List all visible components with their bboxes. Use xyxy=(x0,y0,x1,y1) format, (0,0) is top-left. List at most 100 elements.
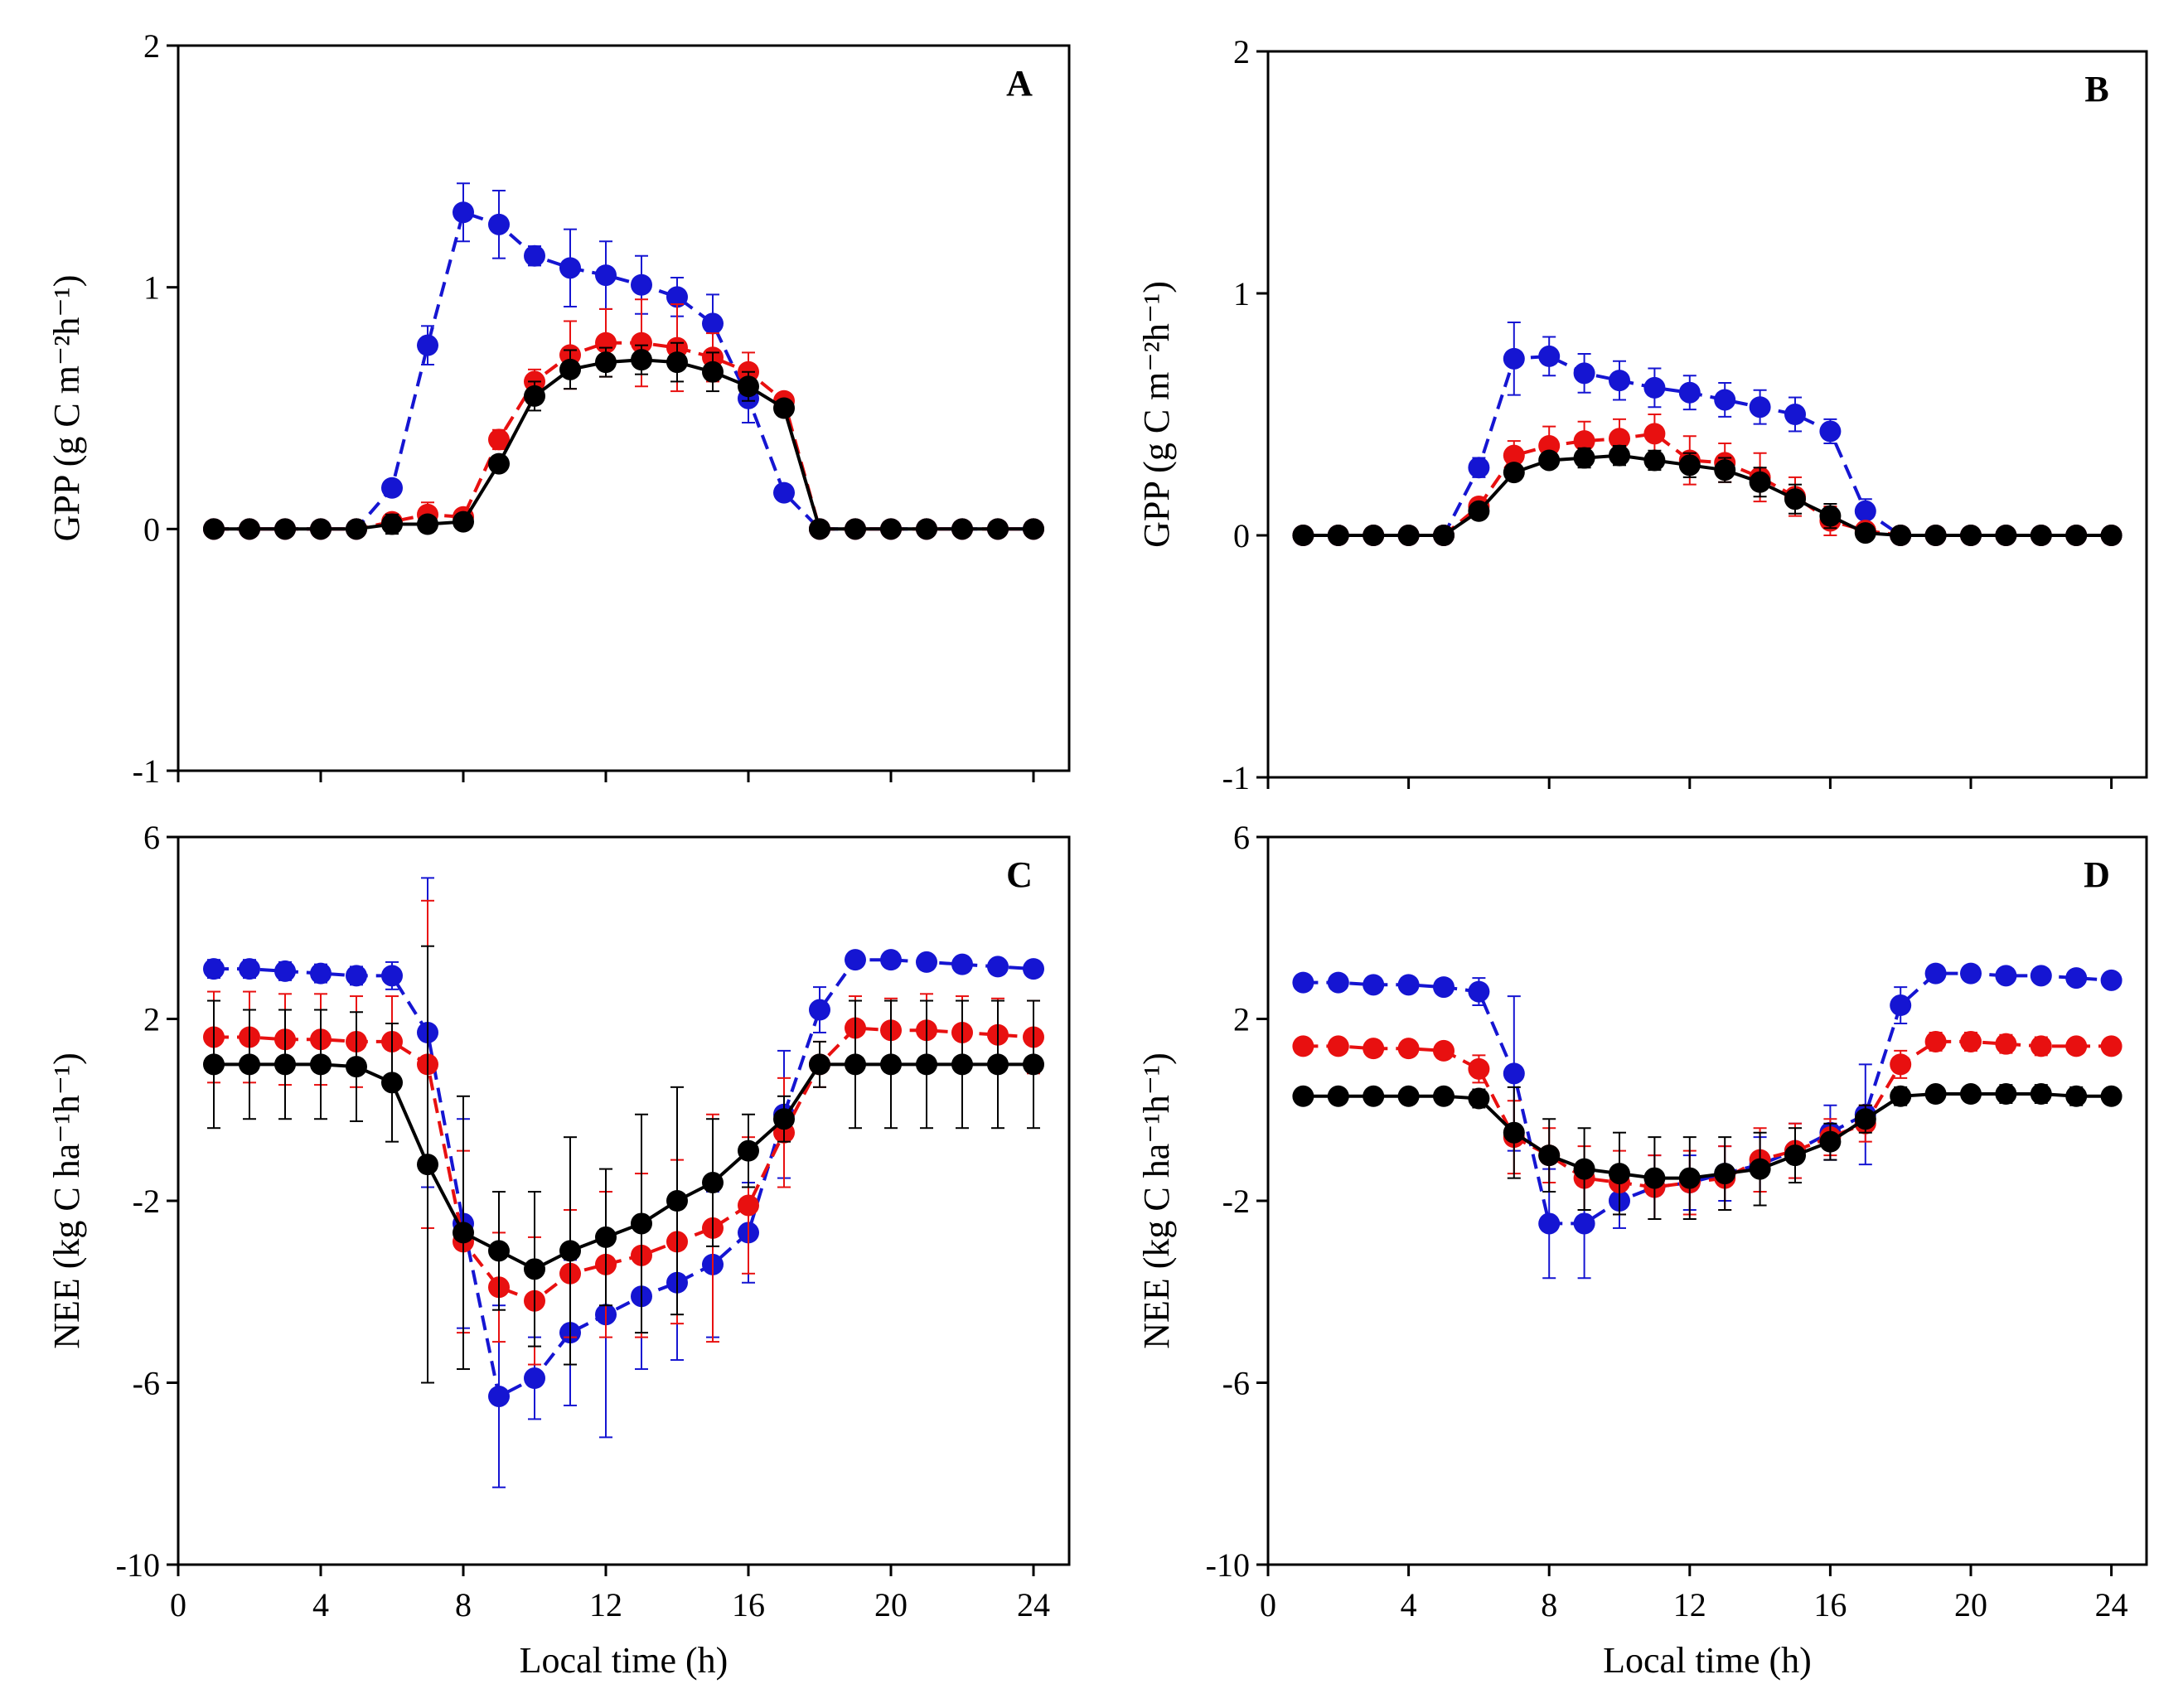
y-tick-label: 6 xyxy=(1233,819,1250,856)
data-point xyxy=(524,1258,545,1280)
data-point xyxy=(1678,454,1701,477)
data-point xyxy=(2100,525,2122,546)
data-point xyxy=(595,351,617,374)
y-tick-label: 6 xyxy=(143,819,160,856)
data-point xyxy=(381,513,403,535)
panel-label: B xyxy=(2084,69,2108,109)
data-point xyxy=(773,481,795,504)
data-point xyxy=(1433,1085,1455,1107)
data-point xyxy=(2030,525,2052,546)
series-line xyxy=(214,1062,1033,1271)
data-point xyxy=(1538,1144,1561,1167)
data-point xyxy=(1433,976,1455,999)
y-tick-label: 2 xyxy=(1233,33,1250,70)
x-tick-label: 4 xyxy=(1401,1586,1417,1623)
y-tick-label: -2 xyxy=(1222,1183,1250,1220)
plot-frame xyxy=(1266,50,2148,779)
data-point xyxy=(1433,1039,1455,1062)
data-point xyxy=(239,958,260,980)
data-point xyxy=(1538,345,1561,367)
data-point xyxy=(1643,1167,1666,1189)
data-point xyxy=(381,965,403,987)
data-point xyxy=(1995,1033,2017,1055)
data-point xyxy=(1890,1053,1912,1076)
series-red xyxy=(1292,1030,2122,1220)
plot-frame xyxy=(1266,835,2148,1566)
data-point xyxy=(1292,1035,1314,1057)
data-point xyxy=(1292,1085,1314,1107)
y-axis-title: GPP (g C m⁻²h⁻¹) xyxy=(46,275,87,542)
x-tick-label: 12 xyxy=(1673,1586,1706,1623)
data-point xyxy=(1363,1038,1385,1060)
data-point xyxy=(1433,525,1455,546)
data-point xyxy=(1468,500,1490,522)
data-point xyxy=(702,312,724,335)
data-point xyxy=(702,1172,724,1194)
data-point xyxy=(274,518,296,540)
data-point xyxy=(2030,1083,2052,1106)
data-point xyxy=(1924,1030,1947,1052)
data-point xyxy=(1292,971,1314,994)
data-point xyxy=(1643,423,1666,445)
data-point xyxy=(1960,525,1982,546)
data-point xyxy=(738,375,759,398)
data-point xyxy=(2100,969,2122,991)
data-point xyxy=(1363,974,1385,996)
data-point xyxy=(2065,1035,2088,1057)
data-point xyxy=(1327,525,1349,546)
data-point xyxy=(809,999,830,1021)
data-point xyxy=(2065,1085,2088,1107)
panel-label: C xyxy=(1006,854,1033,895)
data-point xyxy=(1819,505,1842,527)
series-line xyxy=(214,958,1034,1399)
data-point xyxy=(845,518,866,540)
data-point xyxy=(488,213,510,235)
data-point xyxy=(2030,1035,2052,1057)
data-point xyxy=(1468,980,1490,1003)
data-point xyxy=(1503,347,1525,370)
series-line xyxy=(214,358,1033,531)
panel-label: A xyxy=(1006,63,1033,104)
data-point xyxy=(1924,962,1947,985)
data-point xyxy=(1890,525,1912,546)
data-point xyxy=(1573,430,1595,452)
data-point xyxy=(631,1212,652,1235)
series-line xyxy=(1303,971,2112,1226)
data-point xyxy=(1749,396,1771,419)
data-point xyxy=(1397,1038,1420,1060)
data-point xyxy=(1784,404,1806,425)
data-point xyxy=(1714,1163,1736,1185)
series-black xyxy=(1292,1083,2122,1220)
data-point xyxy=(1960,1083,1982,1106)
data-point xyxy=(1327,971,1349,994)
y-tick-label: -6 xyxy=(133,1365,160,1402)
series-black xyxy=(1292,444,2122,546)
x-tick-label: 20 xyxy=(874,1586,908,1623)
data-point xyxy=(1643,376,1666,399)
data-point xyxy=(1023,1053,1044,1076)
x-tick-label: 24 xyxy=(1017,1586,1050,1623)
data-point xyxy=(1363,1085,1385,1107)
data-point xyxy=(1819,420,1842,443)
x-tick-label: 16 xyxy=(732,1586,765,1623)
data-point xyxy=(880,1053,902,1076)
data-point xyxy=(1573,1212,1595,1235)
data-point xyxy=(1609,428,1630,450)
data-point xyxy=(381,477,403,499)
data-point xyxy=(310,962,332,985)
data-point xyxy=(488,452,510,475)
data-point xyxy=(1995,525,2017,546)
data-point xyxy=(1749,471,1771,493)
series-black xyxy=(203,341,1044,540)
data-point xyxy=(1714,389,1736,411)
data-point xyxy=(845,1053,866,1076)
x-axis-title: Local time (h) xyxy=(520,1640,728,1681)
data-point xyxy=(417,334,438,356)
x-tick-label: 8 xyxy=(455,1586,472,1623)
data-point xyxy=(381,1072,403,1094)
data-point xyxy=(1397,1085,1420,1107)
data-point xyxy=(631,331,652,354)
y-tick-label: -10 xyxy=(116,1546,160,1584)
data-point xyxy=(1397,974,1420,996)
